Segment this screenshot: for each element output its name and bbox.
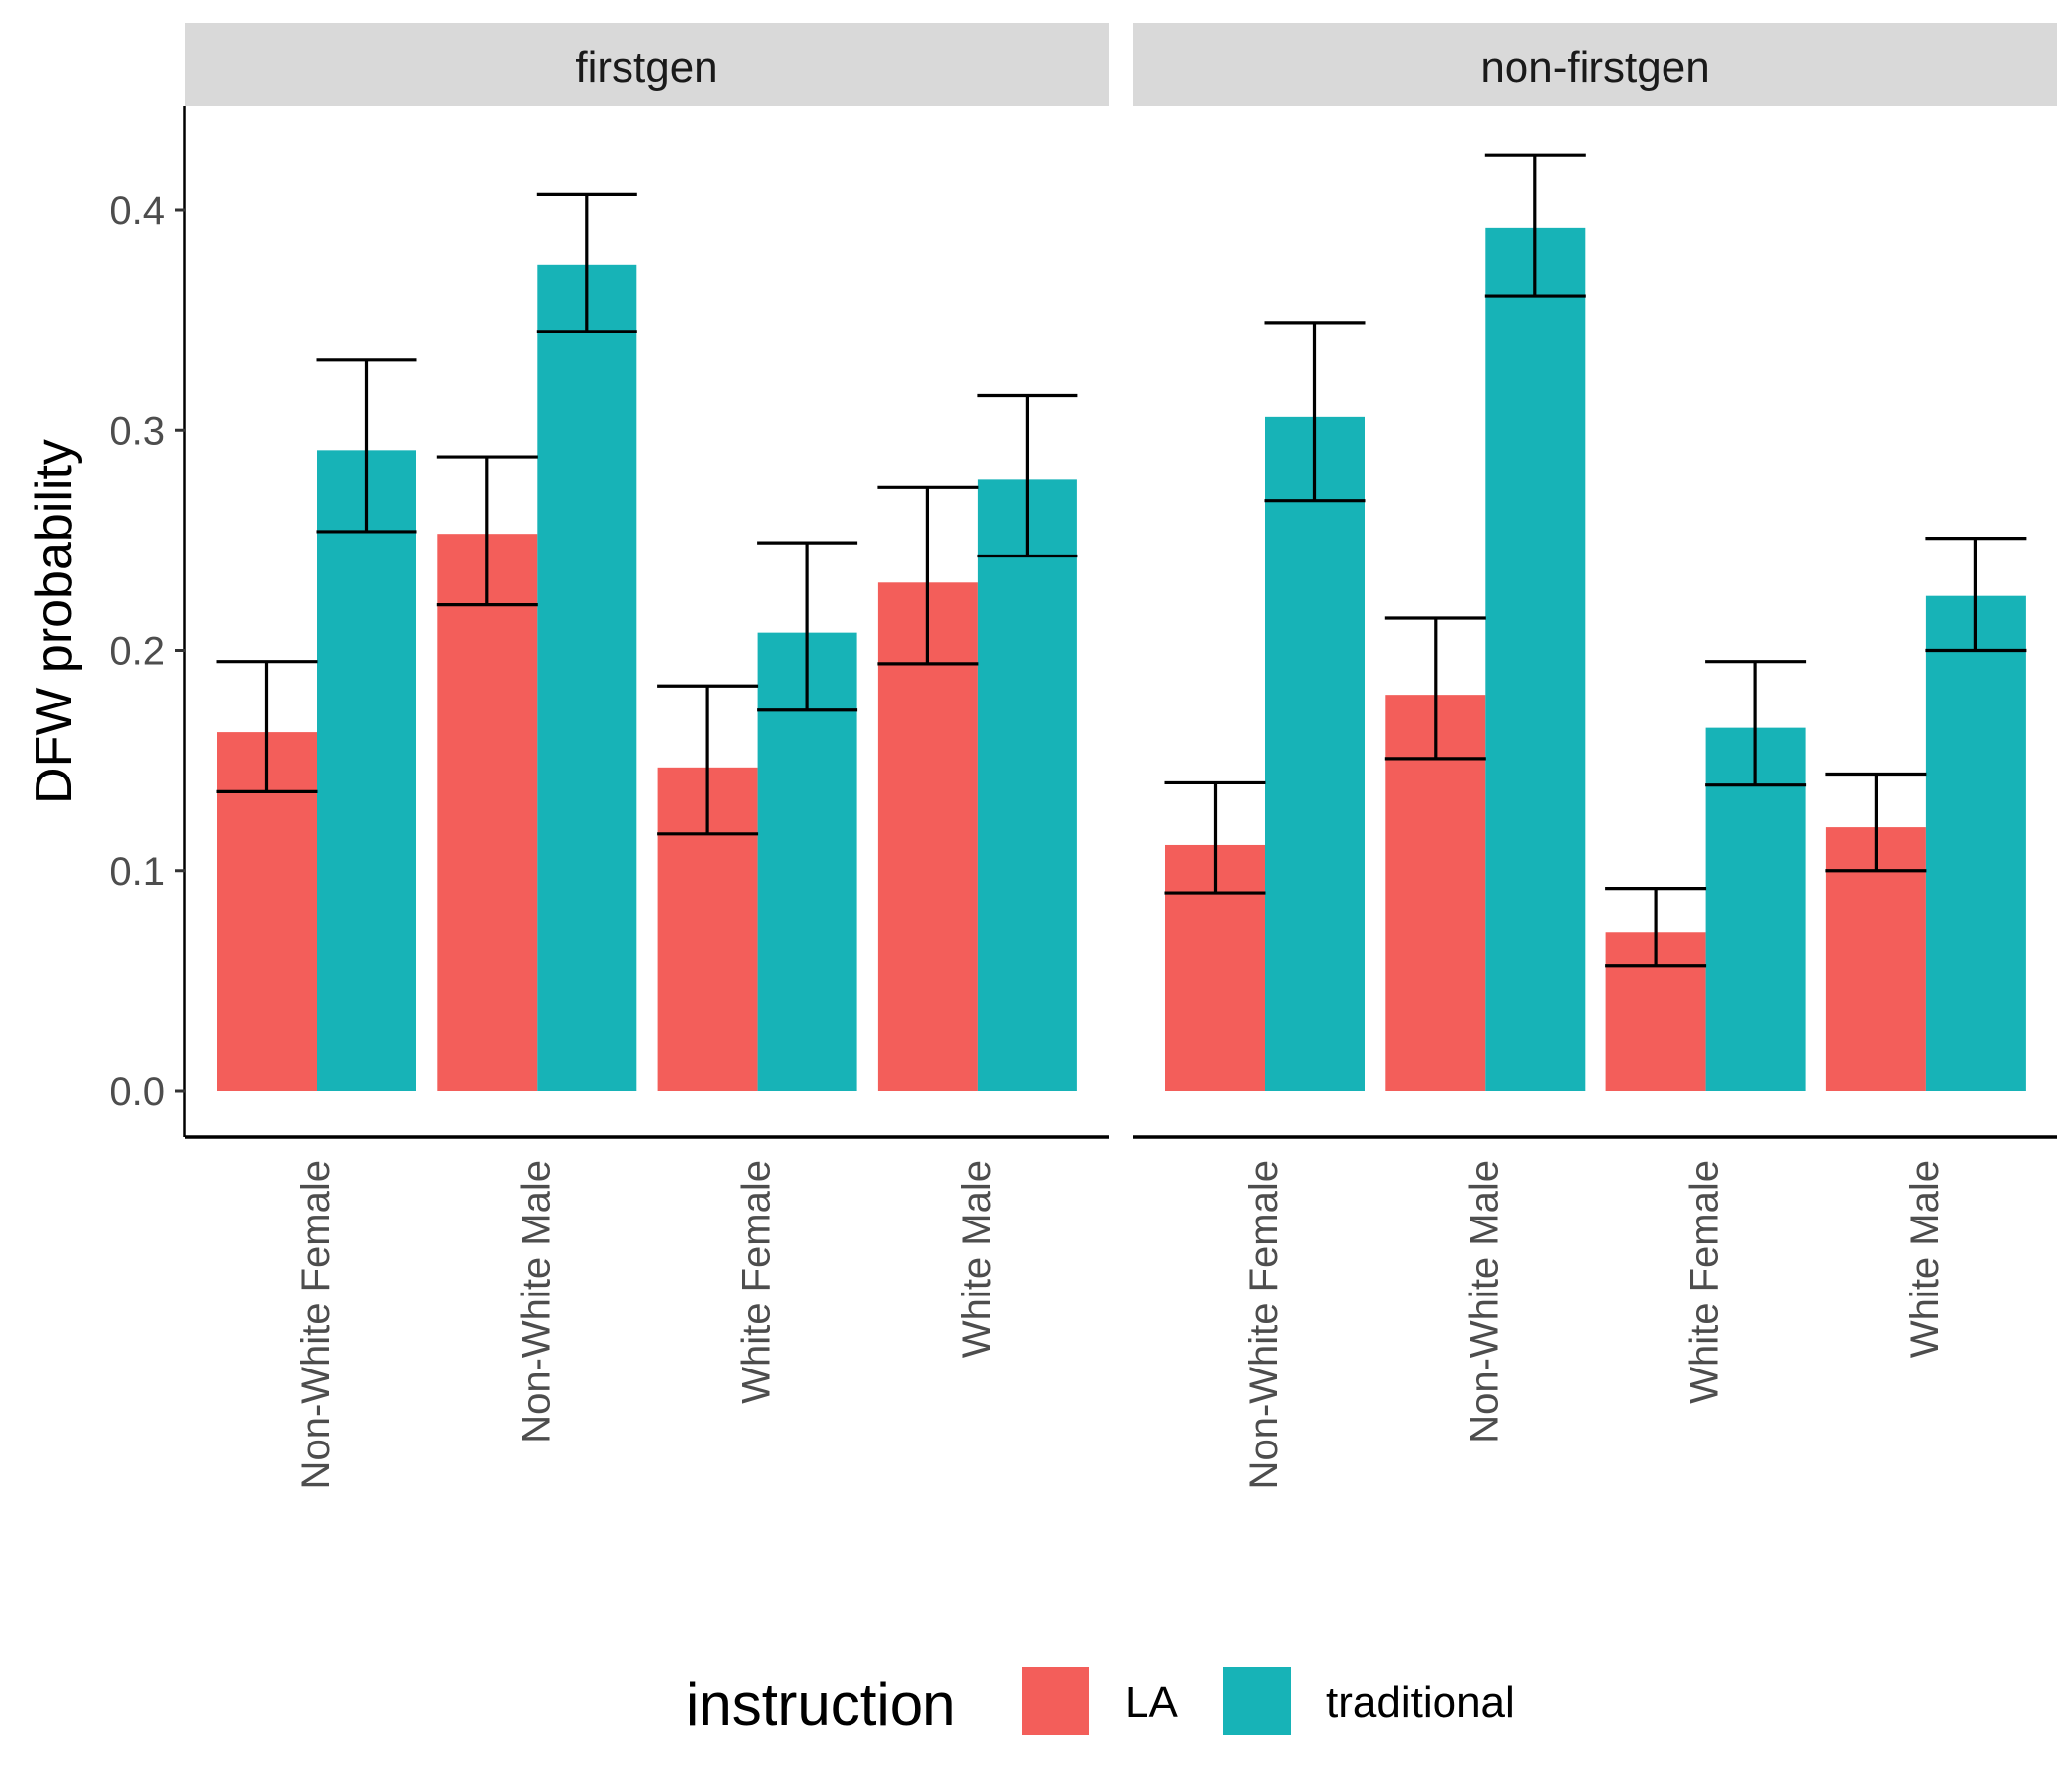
bar-traditional [977, 479, 1077, 1091]
bar-traditional [537, 264, 637, 1091]
bar-traditional [317, 450, 416, 1091]
y-tick-label: 0.1 [110, 851, 165, 894]
x-tick-label: White Male [1903, 1160, 1947, 1358]
legend-label: traditional [1326, 1678, 1515, 1727]
bar-la [877, 582, 978, 1091]
legend-title: instruction [686, 1671, 955, 1738]
x-tick-label: Non-White Male [514, 1160, 557, 1443]
legend-swatch-la [1022, 1667, 1089, 1735]
facet-strip-non-firstgen [1133, 23, 2057, 106]
x-tick-label: White Male [955, 1160, 999, 1358]
bar-traditional [1705, 727, 1806, 1091]
bar-traditional [1265, 416, 1365, 1092]
x-tick-label: Non-White Female [294, 1160, 337, 1489]
bar-la [1385, 695, 1486, 1091]
x-tick-label: White Female [1683, 1160, 1727, 1404]
facet-strip-label: non-firstgen [1480, 43, 1709, 92]
bar-la [437, 534, 538, 1091]
legend-swatch-traditional [1223, 1667, 1291, 1735]
x-tick-label: Non-White Male [1462, 1160, 1506, 1443]
facet-strip-label: firstgen [575, 43, 717, 92]
facet-strip-firstgen [185, 23, 1109, 106]
bar-traditional [1925, 595, 2026, 1091]
legend-label: LA [1125, 1678, 1178, 1727]
y-tick-label: 0.0 [110, 1071, 165, 1114]
y-tick-label: 0.2 [110, 630, 165, 674]
y-tick-label: 0.3 [110, 409, 165, 453]
y-axis-title: DFW probability [26, 439, 83, 804]
x-tick-label: Non-White Female [1242, 1160, 1286, 1489]
bar-traditional [1485, 227, 1586, 1092]
x-tick-label: White Female [735, 1160, 778, 1404]
y-tick-label: 0.4 [110, 189, 165, 233]
